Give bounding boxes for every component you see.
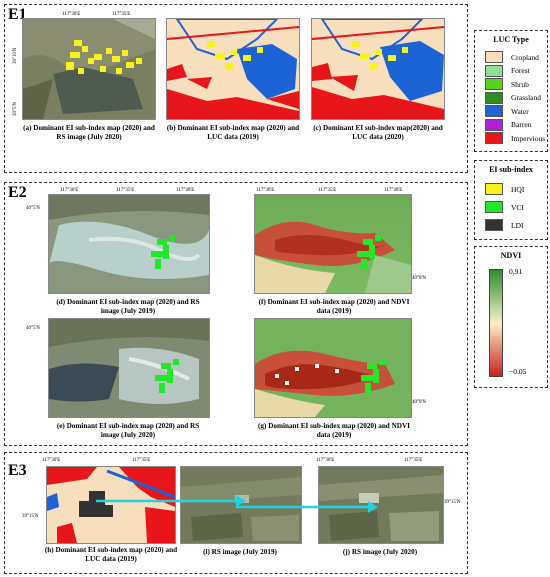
- e2-f-tick-right: 40°0'N: [412, 276, 427, 281]
- luc-legend-label: Forest: [511, 66, 530, 75]
- e2-e-tick-left: 40°5'N: [26, 326, 41, 331]
- section-e1: [4, 4, 468, 173]
- caption-e: (e) Dominant EI sub-index map (2020) and…: [56, 422, 200, 439]
- caption-c: (c) Dominant EI sub-index map(2020) and …: [313, 124, 443, 141]
- panel-a-rs-image: [22, 18, 156, 120]
- e2-d-tick-2: 117°35'E: [116, 188, 135, 193]
- caption-a: (a) Dominant EI sub-index map (2020) and…: [23, 124, 155, 141]
- luc-legend-item-water: Water: [485, 105, 529, 117]
- panel-d-rs-image: [48, 194, 210, 294]
- luc-legend-item-impervious: Impervious: [485, 132, 545, 144]
- ndvi-max-label: 0.91: [509, 267, 523, 276]
- e2-d-tick-1: 117°30'E: [60, 188, 79, 193]
- e2-g-tick-right: 40°0'N: [412, 400, 427, 405]
- luc-legend-label: Cropland: [511, 52, 539, 62]
- e1-tick-top-2: 117°35'E: [112, 12, 131, 17]
- caption-b: (b) Dominant EI sub-index map (2020) and…: [166, 124, 300, 141]
- panel-a-hqi-blocks: [22, 18, 154, 118]
- ei-legend-label: LDI: [511, 220, 524, 230]
- luc-legend-label: Shrub: [511, 79, 529, 89]
- luc-legend-swatch: [485, 78, 503, 90]
- ei-legend-item-vci: VCI: [485, 201, 524, 213]
- ei-legend-item-hqi: HQI: [485, 183, 524, 195]
- luc-legend-item-shrub: Shrub: [485, 78, 529, 90]
- e3-j-tick-1: 117°30'E: [316, 458, 335, 463]
- panel-e-rs-image: [48, 318, 210, 418]
- luc-legend-swatch: [485, 105, 503, 117]
- ei-legend: EI sub-index HQI VCI LDI: [474, 160, 548, 240]
- ei-legend-swatch: [485, 219, 503, 231]
- e2-d-tick-left: 40°5'N: [26, 206, 41, 211]
- ndvi-colorbar: [489, 269, 503, 377]
- panel-g-ndvi-map: [254, 318, 412, 418]
- ndvi-min-label: −0.05: [509, 367, 527, 376]
- luc-legend-title: LUC Type: [493, 35, 529, 44]
- luc-legend-label: Grassland: [511, 93, 541, 102]
- luc-legend-swatch: [485, 51, 503, 63]
- e3-j-tick-2: 117°35'E: [404, 458, 423, 463]
- luc-legend-label: Barren: [511, 120, 532, 129]
- ei-legend-item-ldi: LDI: [485, 219, 524, 231]
- e3-h-tick-left: 39°15'N: [22, 514, 39, 519]
- panel-b-luc-map: [166, 18, 300, 120]
- e1-tick-top-1: 117°30'E: [62, 12, 81, 17]
- caption-j: (j) RS image (July 2020): [342, 548, 418, 556]
- luc-legend-swatch: [485, 64, 503, 77]
- panel-j-rs-image: [318, 466, 444, 544]
- luc-legend-swatch: [485, 132, 503, 144]
- e3-j-tick-right: 39°15'N: [444, 500, 461, 505]
- section-e2: [4, 182, 468, 446]
- e2-f-tick-2: 117°35'E: [318, 188, 337, 193]
- luc-legend-swatch: [485, 91, 503, 104]
- luc-legend-item-cropland: Cropland: [485, 51, 539, 63]
- luc-legend-item-grassland: Grassland: [485, 91, 541, 104]
- arrow-i-to-j: [236, 501, 378, 513]
- panel-d-vci-blocks: [151, 235, 175, 269]
- luc-legend: LUC Type Cropland Forest Shrub Grassland Wat…: [474, 30, 548, 152]
- section-e3: [4, 452, 468, 574]
- ndvi-legend-title: NDVI: [500, 251, 522, 260]
- panel-h-luc-map: [46, 466, 176, 544]
- section-e3-label: E3: [8, 462, 27, 479]
- e2-d-tick-3: 117°40'E: [176, 188, 195, 193]
- caption-d: (d) Dominant EI sub-index map (2020) and…: [56, 298, 200, 315]
- e3-h-tick-1: 117°30'E: [42, 458, 61, 463]
- caption-h: (h) Dominant EI sub-index map (2020) and…: [44, 546, 178, 563]
- arrow-h-to-i: [96, 495, 246, 507]
- e2-f-tick-1: 117°30'E: [256, 188, 275, 193]
- panel-f-ndvi-map: [254, 194, 412, 294]
- e1-tick-left-2: 39°5'N: [13, 101, 18, 116]
- caption-g: (g) Dominant EI sub-index map (2020) and…: [258, 422, 410, 439]
- luc-legend-item-forest: Forest: [485, 64, 530, 77]
- e3-h-tick-2: 117°35'E: [132, 458, 151, 463]
- caption-i: (i) RS image (July 2019): [203, 548, 277, 556]
- panel-c-luc-map: [311, 18, 445, 120]
- luc-legend-label: Water: [511, 106, 529, 116]
- luc-legend-swatch: [485, 118, 503, 131]
- panel-a-map: [23, 19, 155, 119]
- ei-legend-swatch: [485, 183, 503, 195]
- section-e2-label: E2: [8, 184, 27, 201]
- caption-f: (f) Dominant EI sub-index map (2020) and…: [258, 298, 410, 315]
- luc-legend-label: Impervious: [511, 133, 546, 143]
- e1-tick-left-1: 39°10'N: [13, 47, 18, 64]
- luc-legend-item-barren: Barren: [485, 118, 532, 131]
- ei-legend-label: HQI: [511, 184, 525, 194]
- panel-e-vci-blocks: [155, 359, 179, 393]
- ei-legend-swatch: [485, 201, 503, 213]
- e2-f-tick-3: 117°40'E: [384, 188, 403, 193]
- ei-legend-title: EI sub-index: [489, 165, 533, 174]
- ndvi-legend: NDVI 0.91 −0.05: [474, 246, 548, 388]
- ei-legend-label: VCI: [511, 202, 524, 212]
